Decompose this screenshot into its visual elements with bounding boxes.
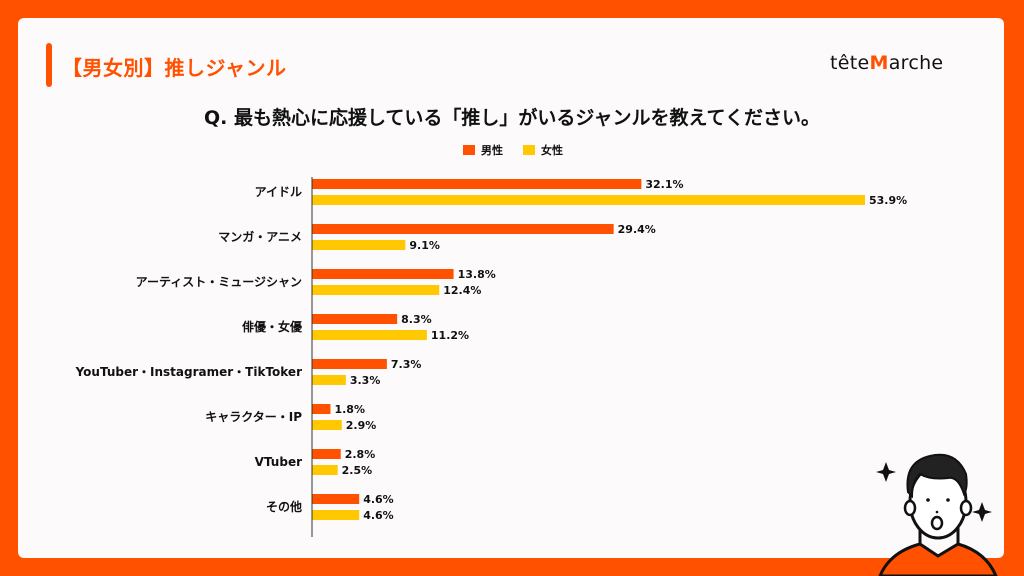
- category-label: アイドル: [255, 185, 302, 199]
- bar-female: [312, 510, 360, 520]
- category-label: VTuber: [255, 455, 302, 469]
- category-label: YouTuber・Instagramer・TikToker: [75, 365, 302, 379]
- bar-male: [312, 404, 331, 414]
- data-label: 8.3%: [401, 313, 432, 326]
- data-label: 2.9%: [346, 419, 377, 432]
- bar-female: [312, 285, 440, 295]
- bar-male: [312, 179, 642, 189]
- brand-logo: têteMarche: [830, 52, 944, 74]
- category-label: キャラクター・IP: [205, 410, 302, 424]
- bar-female: [312, 195, 866, 205]
- legend-label-female: 女性: [541, 144, 563, 157]
- category-label: その他: [266, 499, 302, 514]
- category-label: アーティスト・ミュージシャン: [136, 275, 302, 289]
- category-label: マンガ・アニメ: [218, 229, 302, 244]
- data-label: 2.8%: [345, 448, 376, 461]
- data-label: 53.9%: [869, 194, 907, 207]
- page-title: 【男女別】推しジャンル: [62, 56, 287, 80]
- data-label: 4.6%: [363, 493, 394, 506]
- bar-male: [312, 269, 454, 279]
- data-label: 9.1%: [409, 239, 440, 252]
- surprised-person-illustration: [876, 453, 998, 576]
- data-label: 3.3%: [350, 374, 381, 387]
- bar-male: [312, 224, 614, 234]
- data-label: 4.6%: [363, 509, 394, 522]
- data-label: 2.5%: [342, 464, 373, 477]
- bar-male: [312, 314, 398, 324]
- legend-male: 男性: [463, 142, 503, 158]
- bar-male: [312, 494, 360, 504]
- legend-female: 女性: [523, 142, 563, 158]
- bar-female: [312, 330, 427, 340]
- legend-swatch-female: [523, 145, 535, 155]
- title-accent-bar: [46, 43, 52, 87]
- legend-label-male: 男性: [481, 144, 503, 157]
- data-label: 12.4%: [443, 284, 481, 297]
- legend-swatch-male: [463, 145, 475, 155]
- data-label: 11.2%: [431, 329, 469, 342]
- category-label: 俳優・女優: [242, 319, 303, 334]
- data-label: 7.3%: [391, 358, 422, 371]
- bar-female: [312, 465, 338, 475]
- slide-card: [18, 18, 1004, 558]
- bar-male: [312, 359, 387, 369]
- data-label: 29.4%: [618, 223, 656, 236]
- bar-female: [312, 240, 406, 250]
- chart-legend: 男性 女性: [463, 142, 563, 158]
- data-label: 1.8%: [334, 403, 365, 416]
- data-label: 13.8%: [458, 268, 496, 281]
- bar-female: [312, 375, 346, 385]
- bar-male: [312, 449, 341, 459]
- question-text: Q. 最も熱心に応援している「推し」がいるジャンルを教えてください。: [204, 107, 820, 129]
- bar-female: [312, 420, 342, 430]
- data-label: 32.1%: [645, 178, 683, 191]
